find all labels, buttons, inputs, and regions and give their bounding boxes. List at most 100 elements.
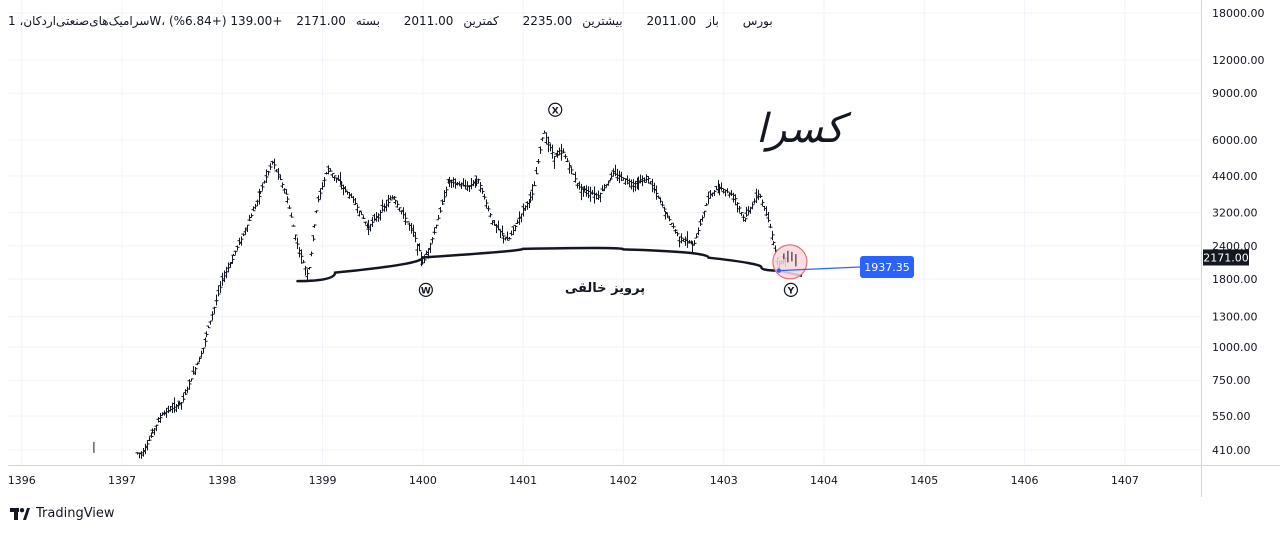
candle [436, 215, 441, 221]
candle [320, 182, 325, 190]
candle [206, 325, 211, 329]
candle [395, 200, 400, 208]
candle [430, 237, 435, 244]
chart-grid [8, 0, 1201, 465]
candle [702, 210, 707, 217]
candle [608, 177, 613, 182]
candle [536, 159, 541, 164]
tradingview-logo[interactable]: TradingView [10, 506, 115, 521]
candle [480, 187, 485, 195]
candle [204, 331, 209, 338]
candle [552, 155, 557, 169]
candle [309, 251, 314, 257]
candle [355, 204, 360, 214]
candle [476, 178, 481, 184]
candle [606, 181, 611, 186]
candle [231, 253, 236, 256]
candle [359, 211, 364, 216]
candle [428, 242, 433, 253]
candle [291, 224, 296, 227]
candle [770, 230, 775, 241]
candle [660, 201, 665, 207]
high-label: بیشترین [582, 14, 623, 28]
highlight-circle[interactable] [772, 244, 808, 280]
y-axis[interactable]: 410.00550.00750.001000.001300.001800.002… [1212, 7, 1265, 457]
candle [210, 311, 215, 321]
candle [268, 163, 273, 170]
candle [257, 188, 262, 205]
y-tick-label: 1300.00 [1212, 311, 1258, 324]
candle [287, 205, 292, 210]
candle [478, 182, 483, 193]
candle [417, 243, 422, 252]
y-tick-label: 410.00 [1212, 444, 1251, 457]
candle [301, 260, 306, 264]
candle [260, 183, 265, 191]
x-tick-label: 1406 [1011, 474, 1039, 487]
candle [393, 199, 398, 205]
candle [573, 171, 578, 183]
candle [696, 227, 701, 236]
candle [212, 306, 217, 314]
wave-point-markers: X W Y [418, 102, 799, 297]
candle [534, 166, 539, 175]
candle [679, 233, 684, 244]
candle [744, 206, 749, 217]
candle [694, 233, 699, 239]
candle [569, 166, 574, 174]
candle [199, 350, 204, 358]
y-tick-label: 3200.00 [1212, 207, 1258, 220]
candle [201, 347, 206, 354]
candle [145, 439, 150, 451]
candle [370, 216, 375, 228]
rounding-arc[interactable] [296, 246, 781, 283]
candle [733, 194, 738, 206]
candle [654, 185, 659, 200]
candle [496, 220, 501, 231]
candle [272, 158, 277, 170]
candle [704, 203, 709, 206]
x-tick-label: 1396 [8, 474, 36, 487]
candle [284, 188, 289, 195]
y-tick-label: 1800.00 [1212, 273, 1258, 286]
x-tick-label: 1402 [609, 474, 637, 487]
candle [179, 402, 184, 410]
price-callout[interactable]: 1937.35 [778, 256, 914, 278]
x-axis[interactable]: 1396 1397 1398 1399 1400 1401 1402 1403 1404 1405… [8, 474, 1139, 487]
x-tick-label: 1404 [810, 474, 838, 487]
candle [305, 269, 310, 282]
candle [658, 197, 663, 204]
candle [579, 183, 584, 201]
candle [278, 174, 283, 181]
candle [181, 393, 186, 402]
candle [280, 182, 285, 189]
candle [203, 337, 208, 347]
point-w-marker: W [418, 282, 433, 297]
candle [737, 205, 742, 213]
candle [532, 181, 537, 187]
last-price-value: 2171.00 [1203, 251, 1249, 264]
candle [771, 241, 776, 246]
candle [482, 193, 487, 200]
y-tick-label: 12000.00 [1212, 54, 1265, 67]
brand-name: TradingView [36, 506, 115, 521]
candle [230, 254, 235, 264]
x-tick-label: 1398 [208, 474, 236, 487]
candle [216, 285, 221, 297]
candle [285, 196, 290, 204]
candle [739, 212, 744, 216]
symbol-name[interactable]: سرامیک‌های‌صنعتی‌اردکان، 1W، بورس [8, 14, 773, 28]
candle [413, 232, 418, 243]
candle [189, 378, 194, 382]
candle [438, 207, 443, 213]
candle [316, 195, 321, 203]
candle [218, 281, 223, 293]
x-tick-label: 1397 [108, 474, 136, 487]
x-tick-label: 1407 [1111, 474, 1139, 487]
candle [662, 206, 667, 212]
candle [154, 424, 159, 432]
point-y-marker: Y [783, 282, 799, 297]
candle [725, 188, 730, 194]
y-tick-label: 6000.00 [1212, 134, 1258, 147]
